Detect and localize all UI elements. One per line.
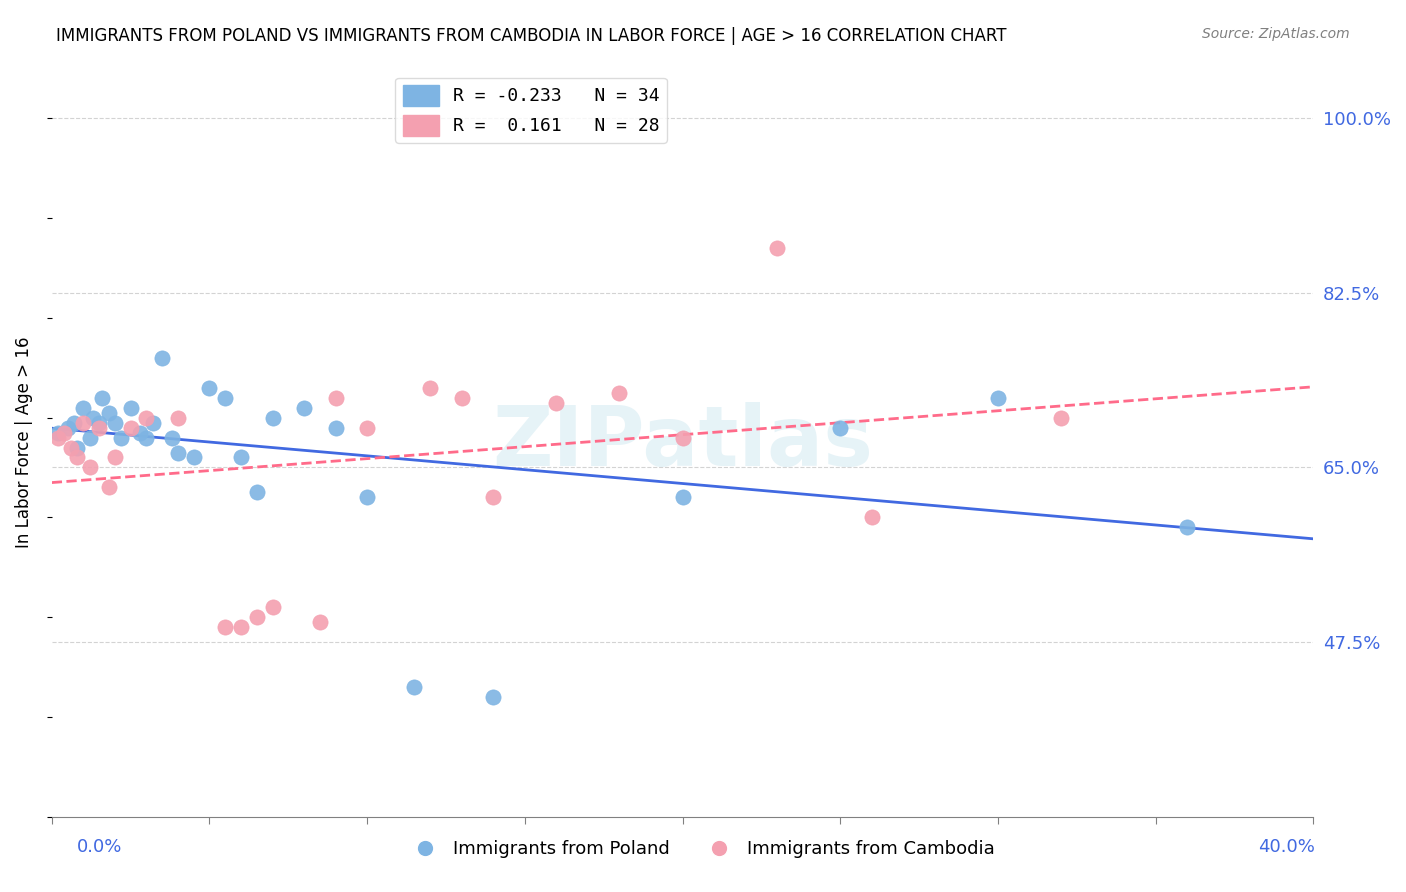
Point — [110, 431, 132, 445]
Point — [160, 431, 183, 445]
Point — [1175, 520, 1198, 534]
Point — [97, 406, 120, 420]
Point — [129, 425, 152, 440]
Point — [66, 450, 89, 465]
Point — [404, 680, 426, 694]
Point — [246, 485, 269, 500]
Point — [120, 420, 142, 434]
Point — [63, 416, 86, 430]
Point — [167, 410, 190, 425]
Point — [183, 450, 205, 465]
Point — [135, 431, 157, 445]
Point — [450, 391, 472, 405]
Point — [150, 351, 173, 365]
Point — [546, 395, 568, 409]
Point — [87, 420, 110, 434]
Point — [482, 491, 505, 505]
Point — [72, 401, 94, 415]
Point — [91, 391, 114, 405]
Point — [46, 425, 69, 440]
Point — [325, 391, 347, 405]
Point — [120, 401, 142, 415]
Point — [308, 615, 330, 629]
Point — [262, 410, 284, 425]
Legend: Immigrants from Poland, Immigrants from Cambodia: Immigrants from Poland, Immigrants from … — [404, 833, 1002, 865]
Point — [66, 441, 89, 455]
Legend: R = -0.233   N = 34, R =  0.161   N = 28: R = -0.233 N = 34, R = 0.161 N = 28 — [395, 78, 666, 143]
Point — [419, 381, 441, 395]
Text: 40.0%: 40.0% — [1258, 838, 1315, 856]
Point — [56, 420, 79, 434]
Point — [214, 620, 236, 634]
Point — [104, 416, 127, 430]
Point — [325, 420, 347, 434]
Point — [262, 600, 284, 615]
Point — [830, 420, 852, 434]
Point — [87, 416, 110, 430]
Point — [671, 491, 693, 505]
Point — [214, 391, 236, 405]
Text: ZIPatlas: ZIPatlas — [492, 402, 873, 483]
Point — [987, 391, 1010, 405]
Point — [135, 410, 157, 425]
Point — [246, 610, 269, 624]
Point — [104, 450, 127, 465]
Point — [198, 381, 221, 395]
Point — [356, 491, 378, 505]
Point — [860, 510, 883, 524]
Point — [1050, 410, 1073, 425]
Text: 0.0%: 0.0% — [77, 838, 122, 856]
Point — [766, 241, 789, 255]
Point — [292, 401, 315, 415]
Point — [72, 416, 94, 430]
Point — [229, 620, 252, 634]
Y-axis label: In Labor Force | Age > 16: In Labor Force | Age > 16 — [15, 337, 32, 549]
Text: IMMIGRANTS FROM POLAND VS IMMIGRANTS FROM CAMBODIA IN LABOR FORCE | AGE > 16 COR: IMMIGRANTS FROM POLAND VS IMMIGRANTS FRO… — [56, 27, 1007, 45]
Point — [356, 420, 378, 434]
Text: Source: ZipAtlas.com: Source: ZipAtlas.com — [1202, 27, 1350, 41]
Point — [97, 480, 120, 494]
Point — [142, 416, 165, 430]
Point — [229, 450, 252, 465]
Point — [79, 460, 101, 475]
Point — [482, 690, 505, 704]
Point — [59, 441, 82, 455]
Point — [53, 425, 76, 440]
Point — [79, 431, 101, 445]
Point — [46, 431, 69, 445]
Point — [167, 445, 190, 459]
Point — [671, 431, 693, 445]
Point — [82, 410, 104, 425]
Point — [609, 385, 631, 400]
